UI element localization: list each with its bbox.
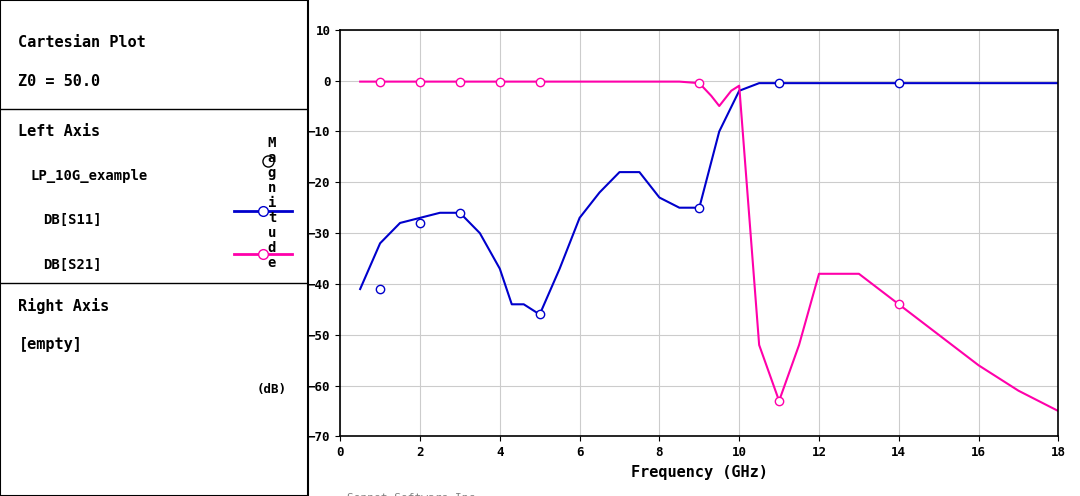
- Text: M
a
g
n
i
t
u
d
e: M a g n i t u d e: [268, 135, 276, 270]
- Text: DB[S21]: DB[S21]: [43, 258, 102, 272]
- X-axis label: Frequency (GHz): Frequency (GHz): [631, 465, 768, 480]
- Text: (dB): (dB): [257, 383, 287, 396]
- Text: LP_10G_example: LP_10G_example: [30, 169, 148, 183]
- Text: Sonnet Software Inc.: Sonnet Software Inc.: [348, 494, 483, 496]
- Text: Z0 = 50.0: Z0 = 50.0: [18, 74, 100, 89]
- Text: Cartesian Plot: Cartesian Plot: [18, 35, 146, 50]
- Text: Right Axis: Right Axis: [18, 298, 110, 313]
- Text: DB[S11]: DB[S11]: [43, 213, 102, 227]
- Text: [empty]: [empty]: [18, 337, 82, 352]
- Text: Left Axis: Left Axis: [18, 124, 100, 139]
